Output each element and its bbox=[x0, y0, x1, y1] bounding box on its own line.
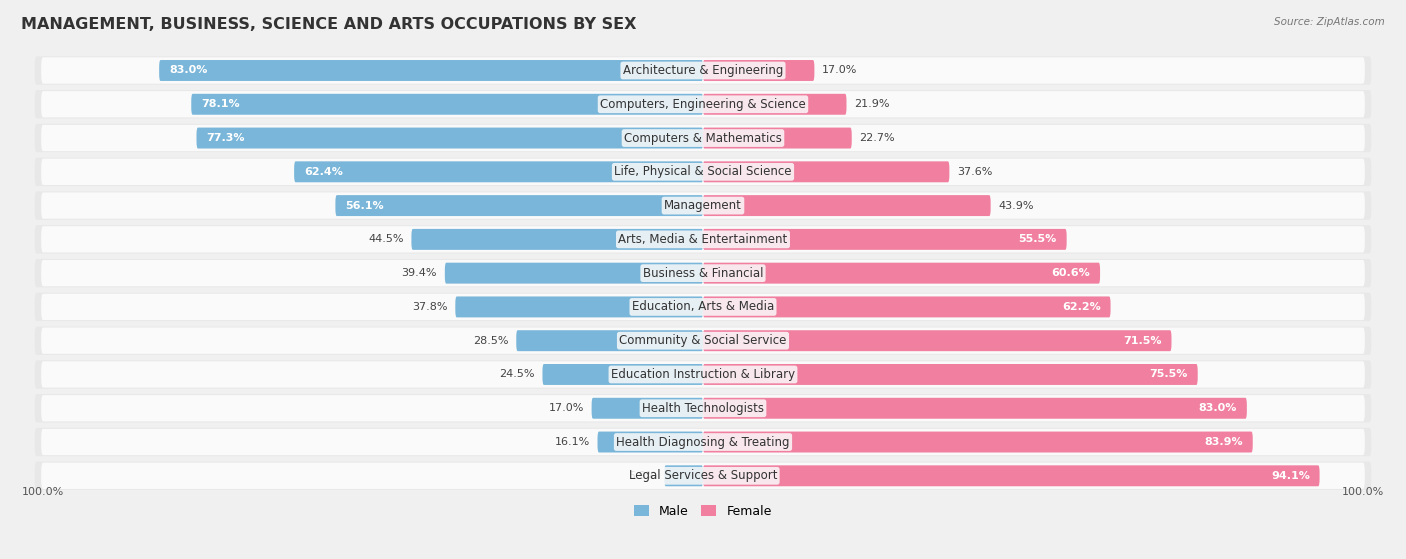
FancyBboxPatch shape bbox=[703, 330, 1171, 351]
Text: Education Instruction & Library: Education Instruction & Library bbox=[612, 368, 794, 381]
Text: 83.0%: 83.0% bbox=[1199, 403, 1237, 413]
FancyBboxPatch shape bbox=[592, 398, 703, 419]
FancyBboxPatch shape bbox=[41, 429, 1365, 455]
Text: 83.0%: 83.0% bbox=[169, 65, 207, 75]
Text: 83.9%: 83.9% bbox=[1205, 437, 1243, 447]
Text: Business & Financial: Business & Financial bbox=[643, 267, 763, 280]
FancyBboxPatch shape bbox=[41, 293, 1365, 320]
FancyBboxPatch shape bbox=[35, 191, 1371, 220]
Text: 43.9%: 43.9% bbox=[998, 201, 1033, 211]
Text: 39.4%: 39.4% bbox=[402, 268, 437, 278]
FancyBboxPatch shape bbox=[412, 229, 703, 250]
FancyBboxPatch shape bbox=[41, 226, 1365, 253]
Text: 94.1%: 94.1% bbox=[1271, 471, 1310, 481]
FancyBboxPatch shape bbox=[35, 326, 1371, 355]
FancyBboxPatch shape bbox=[598, 432, 703, 452]
FancyBboxPatch shape bbox=[456, 296, 703, 318]
Text: 71.5%: 71.5% bbox=[1123, 336, 1161, 345]
Text: 62.4%: 62.4% bbox=[304, 167, 343, 177]
Text: 77.3%: 77.3% bbox=[207, 133, 245, 143]
FancyBboxPatch shape bbox=[703, 364, 1198, 385]
Legend: Male, Female: Male, Female bbox=[630, 500, 776, 523]
FancyBboxPatch shape bbox=[41, 125, 1365, 151]
FancyBboxPatch shape bbox=[41, 159, 1365, 185]
Text: Source: ZipAtlas.com: Source: ZipAtlas.com bbox=[1274, 17, 1385, 27]
Text: 56.1%: 56.1% bbox=[346, 201, 384, 211]
Text: 16.1%: 16.1% bbox=[554, 437, 589, 447]
Text: Computers, Engineering & Science: Computers, Engineering & Science bbox=[600, 98, 806, 111]
FancyBboxPatch shape bbox=[41, 260, 1365, 286]
FancyBboxPatch shape bbox=[703, 296, 1111, 318]
Text: MANAGEMENT, BUSINESS, SCIENCE AND ARTS OCCUPATIONS BY SEX: MANAGEMENT, BUSINESS, SCIENCE AND ARTS O… bbox=[21, 17, 637, 32]
FancyBboxPatch shape bbox=[703, 162, 949, 182]
FancyBboxPatch shape bbox=[665, 465, 703, 486]
FancyBboxPatch shape bbox=[703, 94, 846, 115]
FancyBboxPatch shape bbox=[35, 158, 1371, 186]
FancyBboxPatch shape bbox=[41, 463, 1365, 489]
Text: Legal Services & Support: Legal Services & Support bbox=[628, 470, 778, 482]
FancyBboxPatch shape bbox=[41, 395, 1365, 421]
Text: 37.6%: 37.6% bbox=[957, 167, 993, 177]
Text: 44.5%: 44.5% bbox=[368, 234, 404, 244]
Text: Health Technologists: Health Technologists bbox=[643, 402, 763, 415]
FancyBboxPatch shape bbox=[703, 127, 852, 149]
FancyBboxPatch shape bbox=[35, 462, 1371, 490]
Text: 60.6%: 60.6% bbox=[1052, 268, 1090, 278]
FancyBboxPatch shape bbox=[191, 94, 703, 115]
FancyBboxPatch shape bbox=[159, 60, 703, 81]
FancyBboxPatch shape bbox=[543, 364, 703, 385]
FancyBboxPatch shape bbox=[197, 127, 703, 149]
Text: Education, Arts & Media: Education, Arts & Media bbox=[631, 300, 775, 314]
FancyBboxPatch shape bbox=[35, 293, 1371, 321]
Text: Computers & Mathematics: Computers & Mathematics bbox=[624, 131, 782, 145]
FancyBboxPatch shape bbox=[516, 330, 703, 351]
FancyBboxPatch shape bbox=[41, 91, 1365, 117]
FancyBboxPatch shape bbox=[35, 124, 1371, 152]
Text: 78.1%: 78.1% bbox=[201, 100, 239, 109]
FancyBboxPatch shape bbox=[444, 263, 703, 283]
FancyBboxPatch shape bbox=[703, 195, 991, 216]
FancyBboxPatch shape bbox=[703, 263, 1099, 283]
Text: Arts, Media & Entertainment: Arts, Media & Entertainment bbox=[619, 233, 787, 246]
FancyBboxPatch shape bbox=[703, 432, 1253, 452]
Text: 37.8%: 37.8% bbox=[412, 302, 447, 312]
FancyBboxPatch shape bbox=[41, 361, 1365, 387]
Text: 24.5%: 24.5% bbox=[499, 369, 534, 380]
Text: 100.0%: 100.0% bbox=[21, 487, 63, 497]
Text: Community & Social Service: Community & Social Service bbox=[619, 334, 787, 347]
Text: 5.9%: 5.9% bbox=[628, 471, 657, 481]
Text: 75.5%: 75.5% bbox=[1150, 369, 1188, 380]
FancyBboxPatch shape bbox=[294, 162, 703, 182]
FancyBboxPatch shape bbox=[703, 60, 814, 81]
Text: Management: Management bbox=[664, 199, 742, 212]
FancyBboxPatch shape bbox=[35, 225, 1371, 254]
FancyBboxPatch shape bbox=[35, 90, 1371, 119]
Text: 55.5%: 55.5% bbox=[1018, 234, 1057, 244]
Text: 100.0%: 100.0% bbox=[1343, 487, 1385, 497]
FancyBboxPatch shape bbox=[35, 394, 1371, 423]
FancyBboxPatch shape bbox=[41, 58, 1365, 84]
Text: 28.5%: 28.5% bbox=[472, 336, 509, 345]
Text: 17.0%: 17.0% bbox=[548, 403, 583, 413]
Text: Health Diagnosing & Treating: Health Diagnosing & Treating bbox=[616, 435, 790, 448]
FancyBboxPatch shape bbox=[35, 259, 1371, 287]
FancyBboxPatch shape bbox=[703, 229, 1067, 250]
FancyBboxPatch shape bbox=[35, 361, 1371, 389]
FancyBboxPatch shape bbox=[703, 465, 1320, 486]
Text: 17.0%: 17.0% bbox=[823, 65, 858, 75]
Text: 21.9%: 21.9% bbox=[855, 100, 890, 109]
FancyBboxPatch shape bbox=[336, 195, 703, 216]
Text: 22.7%: 22.7% bbox=[859, 133, 896, 143]
Text: Architecture & Engineering: Architecture & Engineering bbox=[623, 64, 783, 77]
FancyBboxPatch shape bbox=[703, 398, 1247, 419]
FancyBboxPatch shape bbox=[41, 328, 1365, 354]
FancyBboxPatch shape bbox=[35, 428, 1371, 456]
Text: 62.2%: 62.2% bbox=[1062, 302, 1101, 312]
FancyBboxPatch shape bbox=[41, 192, 1365, 219]
Text: Life, Physical & Social Science: Life, Physical & Social Science bbox=[614, 165, 792, 178]
FancyBboxPatch shape bbox=[35, 56, 1371, 84]
